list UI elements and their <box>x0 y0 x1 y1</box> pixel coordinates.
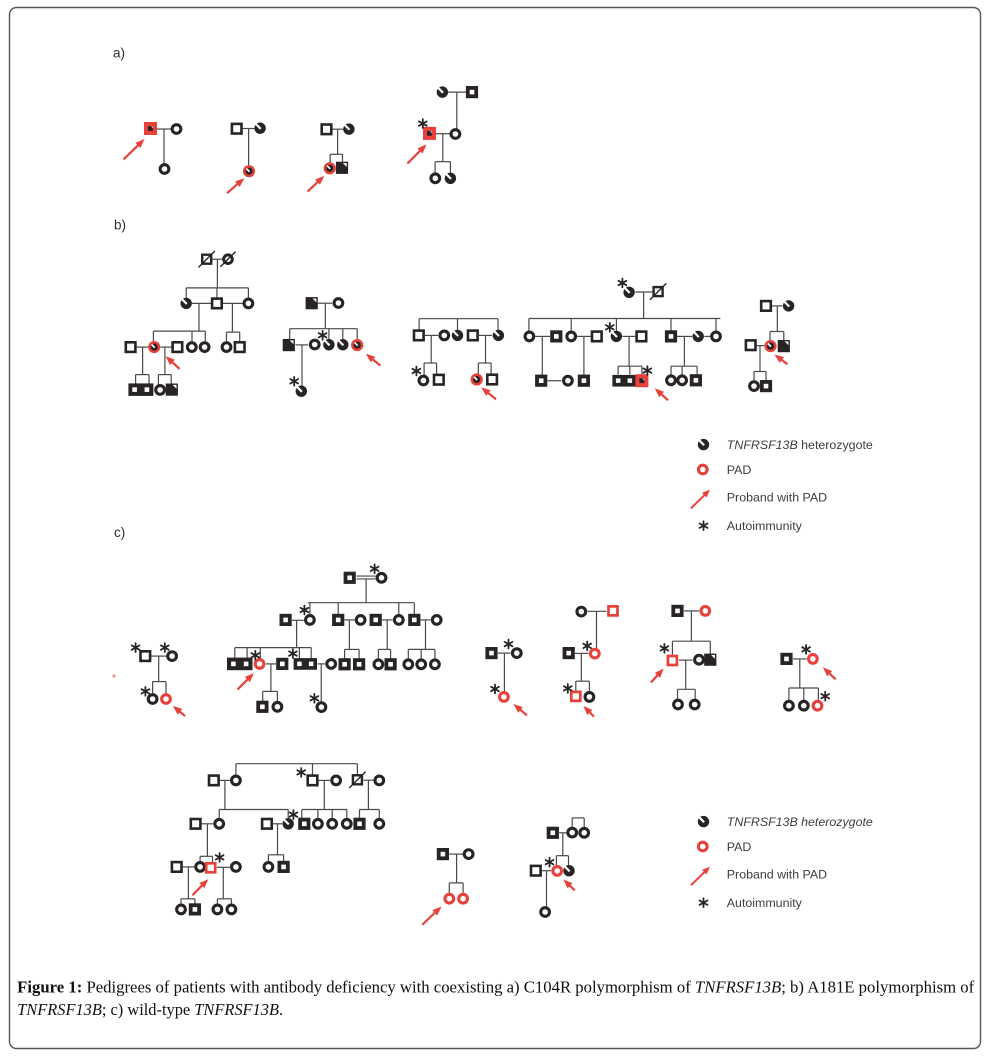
svg-text:Autoimmunity: Autoimmunity <box>727 519 803 533</box>
svg-text:a): a) <box>113 46 125 61</box>
svg-text:PAD: PAD <box>727 463 752 477</box>
svg-text:Proband with PAD: Proband with PAD <box>727 490 827 504</box>
svg-text:Autoimmunity: Autoimmunity <box>727 896 803 910</box>
svg-text:c): c) <box>114 525 125 540</box>
svg-text:TNFRSF13B; c) wild-type TNFRSF: TNFRSF13B; c) wild-type TNFRSF13B. <box>17 1000 283 1019</box>
svg-text:b): b) <box>114 218 126 233</box>
svg-text:TNFRSF13B heterozygote: TNFRSF13B heterozygote <box>727 815 873 829</box>
svg-text:Proband with PAD: Proband with PAD <box>727 867 827 881</box>
svg-text:Figure 1: Pedigrees of patient: Figure 1: Pedigrees of patients with ant… <box>17 978 975 997</box>
svg-text:TNFRSF13B heterozygote: TNFRSF13B heterozygote <box>727 438 873 452</box>
svg-text:PAD: PAD <box>727 840 752 854</box>
